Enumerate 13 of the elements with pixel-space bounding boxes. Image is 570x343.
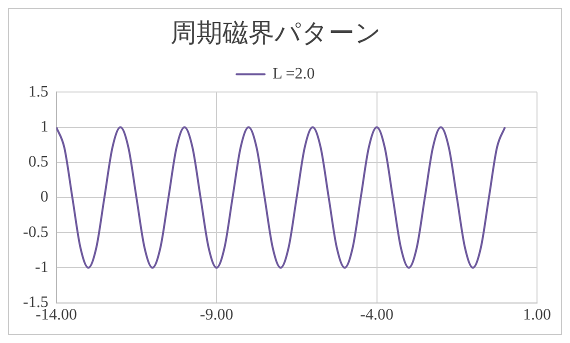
x-tick-label: 1.00 <box>523 306 551 324</box>
y-tick-label: 1 <box>40 118 48 136</box>
y-tick-label: 0.5 <box>28 154 48 171</box>
x-tick-label: -9.00 <box>200 306 234 324</box>
x-tick-label: -4.00 <box>360 306 394 324</box>
y-tick-label: -0.5 <box>23 224 48 241</box>
x-tick-label: -14.00 <box>36 306 77 324</box>
chart-title: 周期磁界パターン <box>170 18 382 48</box>
y-tick-label: 1.5 <box>28 83 48 100</box>
line-series <box>56 126 506 269</box>
y-tick-label: -1 <box>35 258 48 276</box>
legend-label: L =2.0 <box>272 65 315 82</box>
y-tick-label: 0 <box>40 188 48 206</box>
